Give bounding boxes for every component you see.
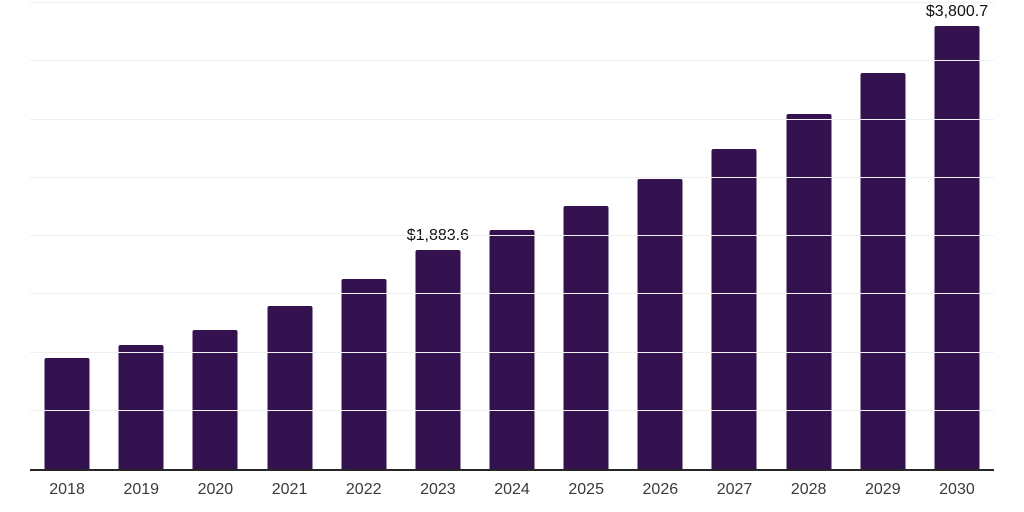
bar-2028[interactable] (786, 113, 832, 469)
x-tick-label-2025: 2025 (568, 481, 604, 498)
gridline-2500 (30, 176, 994, 178)
bar-2026[interactable] (637, 178, 683, 469)
x-tick-label-2030: 2030 (939, 481, 975, 498)
bar-2024[interactable] (489, 230, 535, 469)
x-tick-label-2023: 2023 (420, 481, 456, 498)
gridline-4000 (30, 2, 994, 3)
bar-slot-2029 (846, 3, 920, 469)
bar-slot-2021 (252, 3, 326, 469)
gridline-500 (30, 409, 994, 411)
bar-2022[interactable] (341, 279, 387, 469)
x-tick-label-2029: 2029 (865, 481, 901, 498)
bar-2019[interactable] (118, 344, 164, 469)
gridline-1000 (30, 351, 994, 353)
bar-slot-2020 (178, 3, 252, 469)
bar-slot-2022 (327, 3, 401, 469)
x-tick-label-2021: 2021 (271, 481, 308, 498)
gridline-1500 (30, 293, 994, 295)
bar-slot-2026 (623, 3, 697, 469)
bar-slot-2025 (549, 3, 623, 469)
x-tick-label-2027: 2027 (716, 481, 753, 498)
x-tick-label-2019: 2019 (123, 481, 160, 498)
bar-slot-2018 (30, 3, 104, 469)
bar-2020[interactable] (192, 329, 238, 469)
gridline-2000 (30, 235, 994, 236)
x-tick-label-2022: 2022 (345, 481, 382, 498)
bar-slot-2028 (772, 3, 846, 469)
bar-2021[interactable] (267, 305, 313, 469)
x-tick-label-2028: 2028 (790, 481, 827, 498)
bar-slot-2023: $1,883.6 (401, 3, 475, 469)
bar-slot-2024 (475, 3, 549, 469)
bar-2025[interactable] (563, 206, 609, 469)
bar-series: $1,883.6 $3,800.7 (30, 3, 994, 469)
bar-2027[interactable] (711, 148, 757, 469)
bar-slot-2030: $3,800.7 (920, 3, 994, 469)
bar-2018[interactable] (44, 358, 90, 469)
value-label-2030: $3,800.7 (925, 3, 989, 21)
gridline-3000 (30, 118, 994, 120)
bar-slot-2027 (697, 3, 771, 469)
x-tick-label-2026: 2026 (642, 481, 679, 498)
bar-slot-2019 (104, 3, 178, 469)
x-axis-tick-labels: 2018 2019 2020 2021 2022 2023 2024 2025 2026 2027… (30, 471, 994, 499)
x-tick-label-2018: 2018 (49, 481, 85, 498)
bar-2023[interactable] (415, 249, 461, 469)
x-tick-label-2020: 2020 (197, 481, 234, 498)
gridline-3500 (30, 60, 994, 62)
x-axis-line (30, 469, 994, 471)
plot-area: $1,883.6 $3,800.7 (30, 2, 994, 471)
bar-2029[interactable] (860, 73, 906, 469)
bar-2030[interactable] (934, 26, 980, 469)
x-tick-label-2024: 2024 (494, 481, 530, 498)
